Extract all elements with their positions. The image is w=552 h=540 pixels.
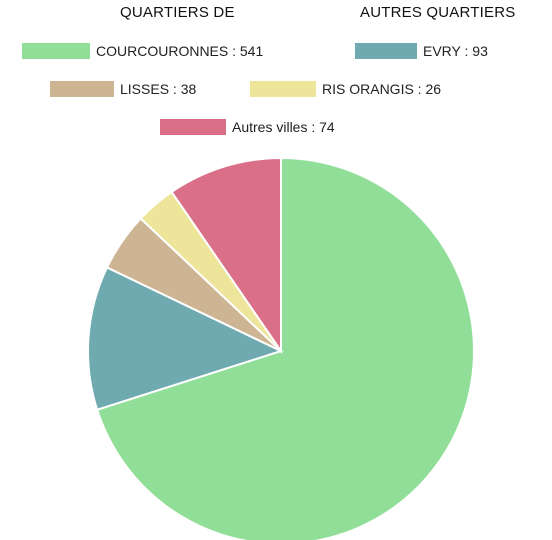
pie-slice-autres-villes — [170, 156, 282, 355]
legend-item-lisses: LISSES : 38 — [50, 79, 196, 99]
legend-label-ris-orangis: RIS ORANGIS : 26 — [322, 81, 442, 97]
legend-item-ris-orangis: RIS ORANGIS : 26 — [250, 79, 441, 99]
legend-header-left: QUARTIERS DE — [120, 4, 235, 21]
legend-swatch-evry — [355, 43, 417, 59]
legend-swatch-lisses — [50, 81, 114, 97]
legend-header-right: AUTRES QUARTIERS — [360, 4, 516, 21]
legend-item-courcouronnes: COURCOURONNES : 541 — [22, 41, 263, 61]
pie-slices — [87, 156, 475, 540]
legend-swatch-courcouronnes — [22, 43, 90, 59]
legend-label-autres-villes: Autres villes : 74 — [232, 119, 335, 135]
legend-item-autres-villes: Autres villes : 74 — [160, 117, 335, 137]
legend-item-evry: EVRY : 93 — [355, 41, 488, 61]
pie-slice-evry — [87, 266, 284, 411]
legend-label-courcouronnes: COURCOURONNES : 541 — [96, 43, 264, 59]
legend-swatch-autres-villes — [160, 119, 226, 135]
legend-label-evry: EVRY : 93 — [423, 43, 488, 59]
pie-slice-courcouronnes — [95, 156, 475, 540]
legend-label-lisses: LISSES : 38 — [120, 81, 197, 97]
legend-swatch-ris-orangis — [250, 81, 316, 97]
